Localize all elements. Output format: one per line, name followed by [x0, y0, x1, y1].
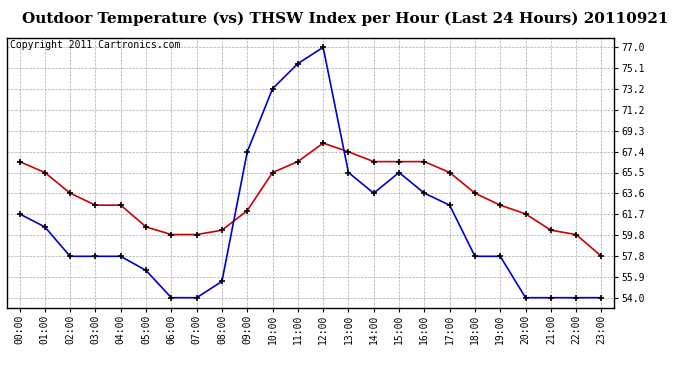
- Text: Copyright 2011 Cartronics.com: Copyright 2011 Cartronics.com: [10, 40, 180, 50]
- Text: Outdoor Temperature (vs) THSW Index per Hour (Last 24 Hours) 20110921: Outdoor Temperature (vs) THSW Index per …: [22, 11, 668, 26]
